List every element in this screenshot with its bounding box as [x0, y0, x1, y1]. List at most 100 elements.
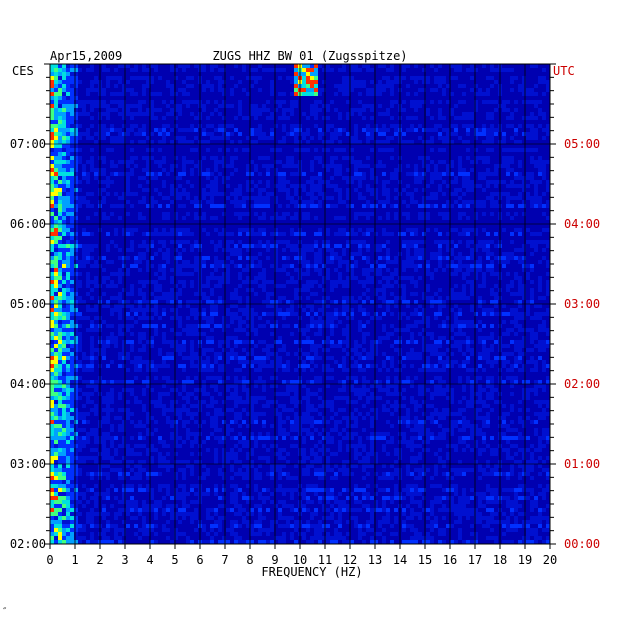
spectrogram-cell [542, 128, 546, 132]
spectrogram-cell [334, 344, 338, 348]
spectrogram-cell [58, 184, 62, 188]
spectrogram-cell [122, 344, 126, 348]
spectrogram-cell [222, 128, 226, 132]
spectrogram-cell [86, 204, 90, 208]
spectrogram-cell [274, 172, 278, 176]
spectrogram-cell [66, 208, 70, 212]
spectrogram-cell [478, 396, 482, 400]
spectrogram-cell [458, 172, 462, 176]
spectrogram-cell [350, 156, 354, 160]
spectrogram-cell [458, 216, 462, 220]
spectrogram-cell [542, 192, 546, 196]
spectrogram-cell [62, 188, 66, 192]
spectrogram-cell [90, 256, 94, 260]
spectrogram-cell [174, 232, 178, 236]
spectrogram-cell [194, 300, 198, 304]
spectrogram-cell [370, 108, 374, 112]
spectrogram-cell [306, 84, 310, 88]
spectrogram-cell [502, 416, 506, 420]
spectrogram-cell [62, 408, 66, 412]
spectrogram-cell [438, 136, 442, 140]
spectrogram-cell [410, 76, 414, 80]
spectrogram-cell [258, 200, 262, 204]
spectrogram-cell [238, 324, 242, 328]
spectrogram-cell [434, 376, 438, 380]
spectrogram-cell [310, 308, 314, 312]
spectrogram-cell [286, 192, 290, 196]
spectrogram-cell [186, 400, 190, 404]
spectrogram-cell [454, 360, 458, 364]
spectrogram-cell [322, 164, 326, 168]
spectrogram-cell [538, 340, 542, 344]
spectrogram-cell [62, 64, 66, 68]
spectrogram-cell [194, 260, 198, 264]
spectrogram-cell [258, 132, 262, 136]
spectrogram-cell [438, 212, 442, 216]
spectrogram-cell [338, 196, 342, 200]
spectrogram-cell [366, 364, 370, 368]
spectrogram-cell [542, 212, 546, 216]
spectrogram-cell [514, 100, 518, 104]
spectrogram-cell [446, 132, 450, 136]
spectrogram-cell [358, 252, 362, 256]
spectrogram-cell [490, 344, 494, 348]
spectrogram-cell [410, 280, 414, 284]
spectrogram-cell [206, 100, 210, 104]
spectrogram-cell [442, 360, 446, 364]
spectrogram-cell [146, 244, 150, 248]
spectrogram-cell [278, 308, 282, 312]
spectrogram-cell [186, 84, 190, 88]
spectrogram-cell [482, 92, 486, 96]
spectrogram-cell [546, 272, 550, 276]
spectrogram-cell [122, 112, 126, 116]
spectrogram-cell [426, 380, 430, 384]
spectrogram-cell [170, 292, 174, 296]
spectrogram-cell [214, 176, 218, 180]
spectrogram-cell [510, 380, 514, 384]
spectrogram-cell [246, 396, 250, 400]
spectrogram-cell [250, 324, 254, 328]
spectrogram-cell [546, 328, 550, 332]
spectrogram-cell [338, 116, 342, 120]
spectrogram-cell [334, 204, 338, 208]
spectrogram-cell [342, 128, 346, 132]
spectrogram-cell [102, 348, 106, 352]
spectrogram-cell [518, 340, 522, 344]
spectrogram-cell [262, 108, 266, 112]
spectrogram-cell [310, 176, 314, 180]
spectrogram-cell [350, 140, 354, 144]
spectrogram-cell [114, 304, 118, 308]
spectrogram-cell [534, 116, 538, 120]
spectrogram-cell [82, 260, 86, 264]
spectrogram-cell [358, 304, 362, 308]
spectrogram-cell [62, 100, 66, 104]
spectrogram-cell [326, 316, 330, 320]
spectrogram-cell [546, 180, 550, 184]
spectrogram-cell [378, 148, 382, 152]
spectrogram-cell [242, 400, 246, 404]
spectrogram-cell [154, 328, 158, 332]
spectrogram-cell [422, 248, 426, 252]
spectrogram-cell [50, 248, 54, 252]
spectrogram-cell [86, 384, 90, 388]
spectrogram-cell [314, 184, 318, 188]
spectrogram-cell [170, 268, 174, 272]
spectrogram-cell [342, 248, 346, 252]
spectrogram-cell [62, 248, 66, 252]
spectrogram-cell [74, 144, 78, 148]
spectrogram-cell [250, 188, 254, 192]
spectrogram-cell [238, 216, 242, 220]
spectrogram-cell [86, 68, 90, 72]
spectrogram-cell [314, 352, 318, 356]
spectrogram-cell [110, 332, 114, 336]
spectrogram-cell [234, 356, 238, 360]
spectrogram-cell [438, 324, 442, 328]
spectrogram-cell [438, 124, 442, 128]
spectrogram-cell [278, 340, 282, 344]
spectrogram-cell [346, 300, 350, 304]
spectrogram-cell [182, 100, 186, 104]
spectrogram-cell [494, 168, 498, 172]
spectrogram-cell [194, 356, 198, 360]
spectrogram-cell [206, 148, 210, 152]
spectrogram-cell [518, 416, 522, 420]
